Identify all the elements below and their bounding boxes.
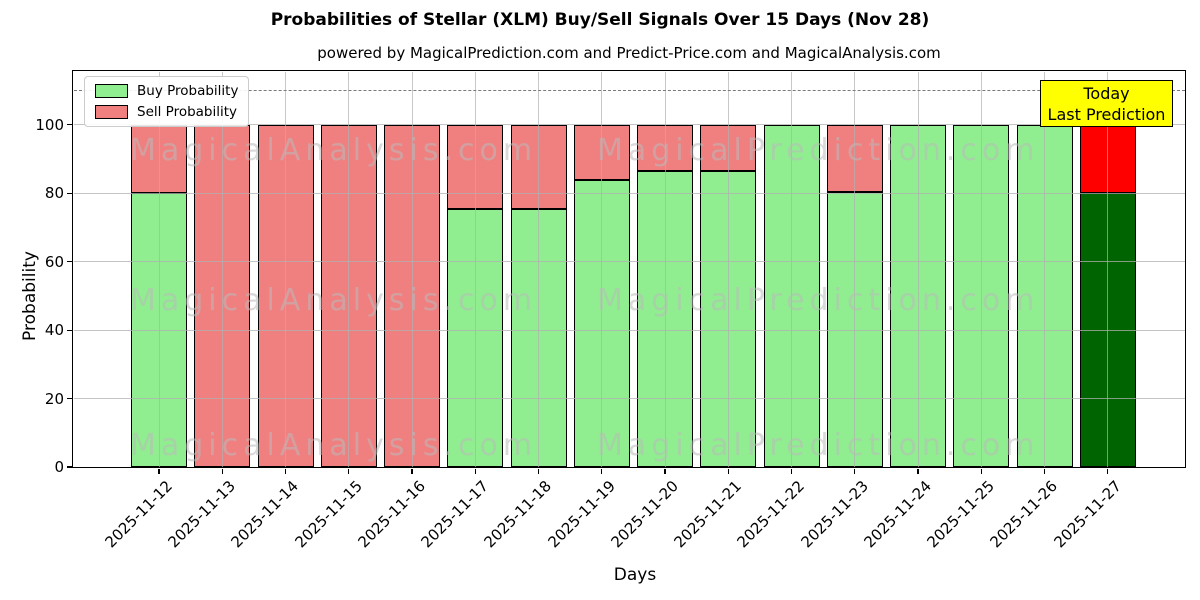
x-tick-label: 2025-11-15	[291, 477, 366, 552]
x-tick-label: 2025-11-19	[544, 477, 619, 552]
x-tick-label: 2025-11-22	[733, 477, 809, 552]
watermark-text: MagicalPrediction.com	[597, 133, 1040, 168]
x-tick-mark	[284, 468, 287, 474]
gridline-vertical	[221, 71, 223, 467]
x-tick-mark	[854, 468, 856, 474]
gridline-vertical	[601, 71, 603, 467]
y-tick-mark	[66, 124, 73, 126]
y-tick-label: 100	[35, 115, 64, 134]
x-tick-label: 2025-11-18	[480, 477, 556, 552]
gridline-horizontal	[73, 398, 1185, 400]
x-tick-label: 2025-11-24	[860, 477, 935, 552]
x-tick-label: 2025-11-13	[164, 477, 239, 552]
x-tick-label: 2025-11-21	[670, 477, 745, 552]
y-tick-mark	[66, 329, 73, 331]
gridline-vertical	[411, 71, 413, 467]
gridline-vertical	[348, 71, 350, 467]
x-tick-label: 2025-11-16	[354, 477, 429, 552]
legend-label-buy: Buy Probability	[137, 83, 239, 99]
legend-item-buy: Buy Probability	[95, 83, 238, 99]
y-tick-label: 40	[44, 321, 64, 340]
x-tick-label: 2025-11-14	[227, 477, 303, 552]
gridline-horizontal	[73, 261, 1185, 263]
y-tick-label: 60	[44, 252, 64, 271]
threshold-dashed-line	[73, 89, 1185, 91]
watermark-text: MagicalPrediction.com	[597, 283, 1040, 318]
legend-item-sell: Sell Probability	[95, 104, 238, 120]
today-annotation-line1: Today	[1083, 83, 1130, 103]
x-tick-mark	[1043, 468, 1046, 474]
x-tick-mark	[980, 468, 982, 474]
chart-title: Probabilities of Stellar (XLM) Buy/Sell …	[270, 10, 930, 30]
watermark-text: MagicalAnalysis.com	[130, 283, 538, 318]
gridline-vertical	[980, 71, 982, 467]
x-tick-mark	[411, 468, 413, 474]
gridline-vertical	[854, 71, 856, 467]
y-tick-label: 0	[54, 458, 64, 476]
x-tick-mark	[601, 468, 603, 474]
x-tick-mark	[917, 468, 919, 474]
today-annotation-line2: Last Prediction	[1047, 104, 1166, 124]
y-tick-mark	[66, 261, 73, 263]
x-tick-mark	[158, 468, 160, 474]
gridline-vertical	[664, 71, 666, 467]
buy-swatch-icon	[95, 84, 128, 98]
y-tick-mark	[66, 466, 73, 468]
x-tick-mark	[474, 468, 476, 474]
gridline-vertical	[538, 71, 539, 467]
gridline-vertical	[285, 71, 286, 467]
x-tick-mark	[664, 468, 666, 474]
watermark-text: MagicalPrediction.com	[597, 428, 1040, 463]
watermark-text: MagicalAnalysis.com	[130, 428, 538, 463]
sell-swatch-icon	[95, 105, 128, 119]
gridline-vertical	[727, 71, 729, 467]
x-tick-label: 2025-11-20	[607, 477, 682, 552]
gridline-horizontal	[73, 124, 1185, 126]
gridline-vertical	[474, 71, 476, 467]
x-tick-mark	[537, 468, 540, 474]
gridline-vertical	[158, 71, 160, 467]
x-tick-label: 2025-11-27	[1050, 477, 1125, 552]
x-tick-label: 2025-11-23	[797, 477, 872, 552]
gridline-horizontal	[73, 192, 1185, 194]
y-tick-label: 80	[44, 184, 64, 203]
x-axis-label: Days	[613, 565, 657, 585]
gridline-vertical	[1107, 71, 1109, 467]
y-tick-label: 20	[44, 389, 64, 408]
x-tick-mark	[1107, 468, 1109, 474]
legend: Buy Probability Sell Probability	[84, 76, 250, 127]
x-tick-mark	[221, 468, 223, 474]
today-annotation: Today Last Prediction	[1040, 80, 1173, 127]
x-tick-mark	[790, 468, 793, 474]
x-tick-mark	[727, 468, 729, 474]
gridline-vertical	[917, 71, 919, 467]
y-tick-mark	[66, 397, 73, 400]
chart-subtitle: powered by MagicalPrediction.com and Pre…	[317, 44, 941, 62]
watermark-text: MagicalAnalysis.com	[130, 133, 538, 168]
x-tick-label: 2025-11-25	[923, 477, 998, 552]
x-tick-label: 2025-11-17	[417, 477, 492, 552]
gridline-horizontal	[73, 329, 1185, 331]
x-tick-label: 2025-11-12	[101, 477, 176, 552]
y-tick-mark	[66, 192, 73, 194]
gridline-vertical	[791, 71, 792, 467]
gridline-vertical	[1044, 71, 1045, 467]
legend-label-sell: Sell Probability	[137, 104, 238, 120]
x-tick-mark	[348, 468, 350, 474]
x-tick-label: 2025-11-26	[986, 477, 1062, 552]
